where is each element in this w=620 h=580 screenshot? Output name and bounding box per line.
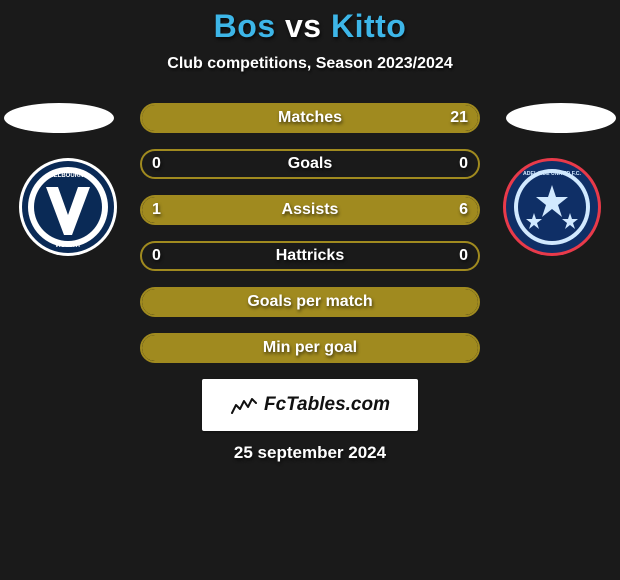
date-label: 25 september 2024: [0, 443, 620, 463]
stat-row: 0 0 Goals: [140, 149, 480, 179]
stat-label: Goals per match: [247, 293, 372, 311]
middle-section: MELBOURNE VICTORY ADELAIDE UNITED F.C. 2…: [0, 103, 620, 363]
stat-row: 21 Matches: [140, 103, 480, 133]
svg-text:ADELAIDE UNITED F.C.: ADELAIDE UNITED F.C.: [523, 171, 581, 177]
stat-label: Min per goal: [263, 339, 357, 357]
team1-badge: MELBOURNE VICTORY: [18, 157, 118, 257]
stat-value-right: 0: [459, 155, 468, 173]
page-title: Bos vs Kitto: [0, 8, 620, 45]
stat-label: Hattricks: [276, 247, 344, 265]
stat-value-left: 0: [152, 247, 161, 265]
player2-photo-placeholder: [506, 103, 616, 133]
adelaide-united-logo-icon: ADELAIDE UNITED F.C.: [502, 157, 602, 257]
player2-name: Kitto: [331, 8, 406, 44]
svg-text:VICTORY: VICTORY: [55, 243, 81, 249]
stat-value-right: 6: [459, 201, 468, 219]
stat-value-right: 0: [459, 247, 468, 265]
stat-fill-left: [142, 197, 189, 223]
melbourne-victory-logo-icon: MELBOURNE VICTORY: [18, 157, 118, 257]
stat-label: Goals: [288, 155, 332, 173]
player1-name: Bos: [214, 8, 276, 44]
comparison-card: Bos vs Kitto Club competitions, Season 2…: [0, 0, 620, 463]
stat-label: Assists: [282, 201, 339, 219]
player1-photo-placeholder: [4, 103, 114, 133]
stat-row: 0 0 Hattricks: [140, 241, 480, 271]
stat-value-left: 0: [152, 155, 161, 173]
watermark-text: FcTables.com: [264, 394, 390, 416]
team2-badge: ADELAIDE UNITED F.C.: [502, 157, 602, 257]
stat-row: 1 6 Assists: [140, 195, 480, 225]
stat-row: Goals per match: [140, 287, 480, 317]
stat-value-right: 21: [450, 109, 468, 127]
vs-separator: vs: [285, 8, 322, 44]
fctables-logo-icon: [230, 395, 258, 415]
subtitle: Club competitions, Season 2023/2024: [0, 55, 620, 73]
stat-row: Min per goal: [140, 333, 480, 363]
stats-list: 21 Matches 0 0 Goals 1 6 Assists 0 0 Hattricks Goal…: [140, 103, 480, 363]
stat-value-left: 1: [152, 201, 161, 219]
watermark: FcTables.com: [202, 379, 418, 431]
svg-text:MELBOURNE: MELBOURNE: [49, 173, 88, 179]
stat-label: Matches: [278, 109, 342, 127]
